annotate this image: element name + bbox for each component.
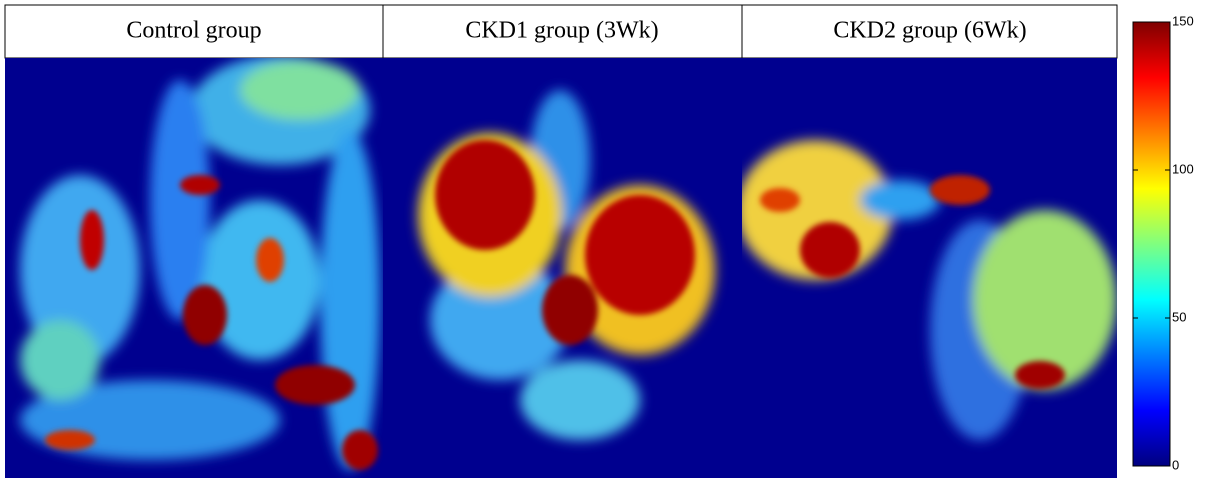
panel-title: CKD1 group (3Wk)	[465, 18, 658, 44]
figure: Control group CKD1 group (3Wk) CKD2 grou…	[0, 0, 1216, 478]
tick-label: 0	[1172, 457, 1179, 472]
image-panel	[5, 55, 383, 478]
image-panel	[737, 58, 1117, 478]
tick-label: 50	[1172, 309, 1186, 324]
image-panel	[383, 58, 742, 478]
panel-title: Control group	[126, 18, 261, 44]
colorbar	[1133, 22, 1170, 466]
tick-label: 150	[1172, 13, 1194, 28]
tick-label: 100	[1172, 161, 1194, 176]
panel-title: CKD2 group (6Wk)	[833, 18, 1026, 44]
